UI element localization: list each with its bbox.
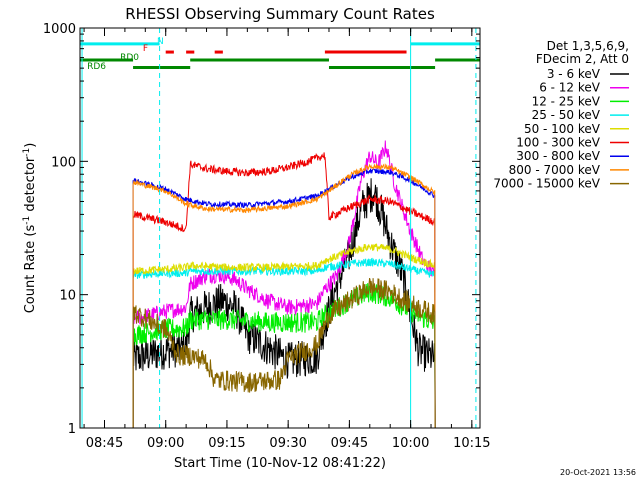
legend: Det 1,3,5,6,9, FDecim 2, Att 0 3 - 6 keV…	[493, 39, 629, 191]
flag-layer: NF RD0 RD6	[80, 37, 480, 72]
y-tick-label: 1000	[43, 22, 76, 37]
series-line-3	[132, 257, 436, 428]
y-axis-label: Count Rate (s-1 detector-1)	[22, 143, 38, 314]
legend-label-6: 300 - 800 keV	[516, 149, 600, 163]
y-tick-label: 1	[68, 422, 76, 437]
legend-label-5: 100 - 300 keV	[516, 136, 600, 150]
x-tick-label: 09:15	[208, 436, 245, 451]
legend-label-3: 25 - 50 keV	[532, 108, 601, 122]
x-axis: 08:45 09:00 09:15 09:30 09:45 10:00 10:15	[83, 28, 491, 451]
x-tick-label: 10:15	[453, 436, 490, 451]
flag-label-rd6: RD6	[87, 62, 106, 72]
legend-header-line-2: FDecim 2, Att 0	[536, 52, 629, 66]
y-tick-label: 10	[59, 289, 76, 304]
series-line-1	[132, 140, 436, 428]
series-line-8	[132, 277, 436, 428]
plot-frame	[79, 27, 481, 429]
legend-label-2: 12 - 25 keV	[532, 94, 601, 108]
legend-header-line-1: Det 1,3,5,6,9,	[547, 39, 629, 53]
y-axis: 1 10 100 1000	[43, 22, 480, 437]
x-tick-label: 09:00	[147, 436, 184, 451]
series-line-6	[132, 167, 436, 428]
series-line-5	[132, 152, 436, 428]
flag-label-n: N	[157, 37, 164, 47]
y-tick-label: 100	[51, 155, 76, 170]
marker-layer	[81, 28, 477, 428]
chart-title: RHESSI Observing Summary Count Rates	[125, 5, 435, 23]
flag-label-f: F	[143, 44, 148, 54]
x-tick-label: 10:00	[392, 436, 429, 451]
x-axis-label: Start Time (10-Nov-12 08:41:22)	[174, 456, 386, 471]
legend-label-7: 800 - 7000 keV	[509, 163, 601, 177]
legend-label-0: 3 - 6 keV	[547, 67, 601, 81]
series-line-7	[132, 163, 436, 428]
series-line-4	[132, 243, 436, 428]
generation-timestamp: 20-Oct-2021 13:56	[560, 468, 636, 477]
x-tick-label: 09:30	[269, 436, 306, 451]
x-tick-label: 09:45	[331, 436, 368, 451]
series-layer	[132, 140, 436, 428]
flag-label-rd0: RD0	[120, 53, 139, 63]
legend-label-1: 6 - 12 keV	[539, 81, 601, 95]
legend-label-4: 50 - 100 keV	[524, 122, 601, 136]
legend-label-8: 7000 - 15000 keV	[493, 177, 600, 191]
x-tick-label: 08:45	[86, 436, 123, 451]
plot-area: NF RD0 RD6	[79, 27, 481, 429]
